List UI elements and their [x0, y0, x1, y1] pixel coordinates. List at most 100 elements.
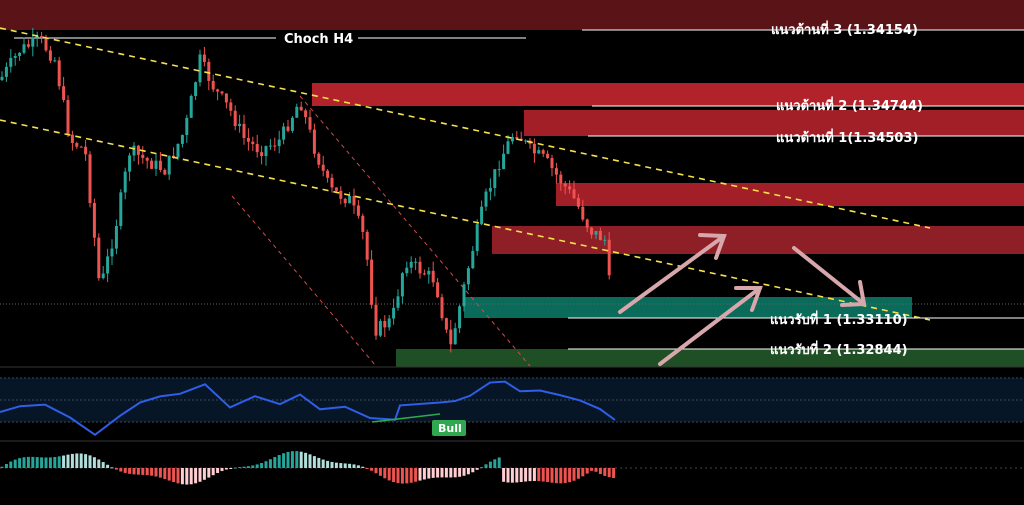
channel-line-lower: [231, 195, 377, 367]
candle-body: [123, 171, 127, 193]
rsi-line: [0, 380, 616, 437]
candle-body: [581, 206, 585, 220]
histogram-bar: [172, 468, 176, 483]
candle-body: [594, 230, 598, 235]
candles-layer: [0, 27, 611, 353]
candle-body: [185, 117, 189, 136]
histogram-bar: [31, 456, 35, 468]
candle-body: [352, 195, 356, 206]
support-label-2: แนวรับที่ 2 (1.32844): [770, 340, 908, 358]
candle-body: [22, 44, 26, 53]
candle-body: [198, 54, 202, 83]
histogram-bar: [229, 468, 233, 469]
histogram-bar: [136, 468, 140, 475]
histogram-bar: [352, 464, 356, 468]
histogram-bar: [163, 468, 167, 480]
histogram-bar: [198, 468, 202, 482]
histogram-bar: [339, 463, 343, 468]
histogram-bar: [308, 454, 312, 468]
choch-label-bg: [277, 30, 357, 47]
candle-body: [277, 139, 281, 147]
candle-body: [189, 95, 193, 118]
histogram-bar: [462, 468, 466, 476]
histogram-bar: [598, 468, 602, 475]
histogram-bar: [594, 468, 598, 472]
arrow-up-1: [618, 233, 727, 314]
candle-body: [343, 198, 347, 204]
candle-body: [550, 158, 554, 169]
level-lines: [0, 29, 1024, 350]
histogram-bar: [48, 457, 52, 468]
histogram-bar: [260, 463, 264, 468]
histogram-bar: [84, 454, 88, 468]
histogram-bar: [436, 468, 440, 478]
candle-body: [431, 270, 435, 283]
histogram-bar: [194, 468, 198, 484]
candle-body: [290, 117, 294, 131]
candle-body: [409, 261, 413, 268]
candle-body: [75, 143, 79, 147]
histogram-bar: [101, 462, 105, 468]
histogram-bar: [387, 468, 391, 481]
candle-body: [233, 110, 237, 127]
candle-body: [238, 123, 242, 127]
candle-body: [484, 191, 488, 207]
resistance-zone-2: [312, 83, 1024, 106]
support-zone-2: [396, 349, 1024, 367]
candle-body: [475, 224, 479, 252]
candle-body: [330, 177, 334, 188]
histogram-bar: [484, 464, 488, 468]
histogram-bar: [422, 468, 426, 480]
bull-badge: [432, 420, 466, 436]
candle-body: [515, 137, 519, 139]
histogram-bar: [92, 457, 96, 468]
histogram-bar: [453, 468, 457, 478]
candle-body: [524, 140, 528, 142]
candle-body: [321, 164, 325, 171]
candle-body: [299, 106, 303, 111]
histogram-bar: [475, 468, 479, 470]
histogram-bar: [568, 468, 572, 483]
histogram-bar: [405, 468, 409, 484]
candle-body: [88, 154, 92, 204]
histogram-bar: [374, 468, 378, 474]
candle-body: [568, 186, 572, 190]
candle-body: [339, 190, 343, 199]
histogram-bar: [493, 459, 497, 468]
bull-badge-label: Bull: [438, 422, 462, 435]
candle-body: [462, 284, 466, 307]
channel-lines: [231, 95, 531, 367]
histogram-bar: [251, 465, 255, 468]
candle-body: [44, 37, 48, 51]
candle-body: [0, 76, 4, 80]
histogram-bar: [449, 468, 453, 478]
candle-body: [132, 145, 136, 156]
histogram-bar: [418, 468, 422, 481]
histogram-bar: [365, 468, 369, 469]
candle-body: [260, 152, 264, 157]
candle-body: [150, 160, 154, 169]
histogram-bar: [603, 468, 607, 476]
candle-body: [70, 134, 74, 144]
candle-body: [106, 256, 110, 274]
histogram-bar: [97, 459, 101, 468]
resistance-label-3: แนวต้านที่ 3 (1.34154): [771, 20, 918, 38]
candle-body: [251, 141, 255, 145]
histogram-bar: [88, 455, 92, 468]
candle-body: [453, 328, 457, 345]
histogram-bar: [326, 460, 330, 468]
histogram-bar: [158, 468, 162, 478]
candle-body: [598, 230, 602, 241]
candle-body: [396, 296, 400, 308]
candle-body: [585, 219, 589, 228]
histogram-bar: [286, 451, 290, 468]
histogram-bar: [282, 453, 286, 468]
histogram-bar: [585, 468, 589, 474]
histogram-bar: [330, 461, 334, 468]
candle-body: [603, 239, 607, 241]
histogram-bar: [167, 468, 171, 481]
candle-body: [282, 126, 286, 140]
histogram-bar: [414, 468, 418, 482]
candle-body: [563, 183, 567, 187]
histogram-bar: [466, 468, 470, 475]
